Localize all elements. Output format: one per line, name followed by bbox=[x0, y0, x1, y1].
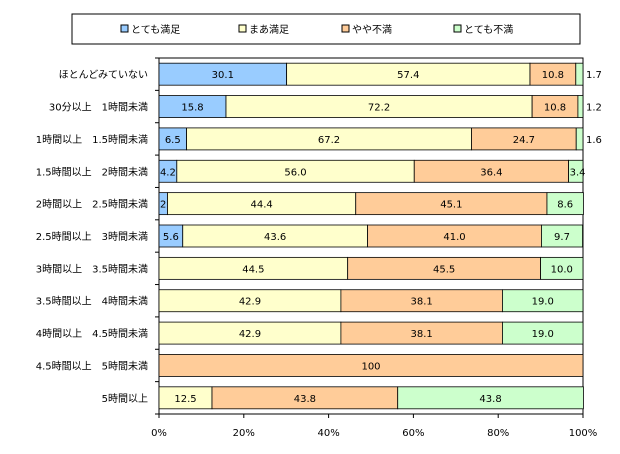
data-label: 36.4 bbox=[480, 167, 502, 178]
data-label: 1.7 bbox=[586, 70, 602, 81]
bar-segment bbox=[575, 127, 584, 151]
data-label: 9.7 bbox=[554, 232, 570, 243]
category-label: 2時間以上 2.5時間未満 bbox=[36, 199, 148, 211]
x-tick-label: 60% bbox=[402, 428, 424, 439]
bar-segment bbox=[575, 62, 584, 86]
data-label: 43.8 bbox=[294, 394, 316, 405]
bar-segment bbox=[568, 159, 584, 183]
category-label: 4.5時間以上 5時間未満 bbox=[36, 360, 148, 372]
legend-label: まあ満足 bbox=[249, 24, 289, 36]
x-tick-label: 80% bbox=[487, 428, 509, 439]
category-label: ほとんどみていない bbox=[59, 69, 148, 81]
data-label: 41.0 bbox=[443, 232, 465, 243]
data-label: 42.9 bbox=[239, 297, 261, 308]
data-label: 38.1 bbox=[411, 329, 433, 340]
data-label: 12.5 bbox=[174, 394, 196, 405]
bar-segment bbox=[502, 289, 584, 313]
bar-segment bbox=[397, 386, 584, 410]
data-label: 19.0 bbox=[532, 297, 554, 308]
data-label: 38.1 bbox=[411, 297, 433, 308]
x-tick-label: 40% bbox=[317, 428, 339, 439]
bar-segment bbox=[502, 321, 584, 345]
category-label: 4時間以上 4.5時間未満 bbox=[36, 328, 148, 340]
bar-segment bbox=[158, 354, 584, 377]
category-label: 1時間以上 1.5時間未満 bbox=[36, 134, 148, 146]
data-label: 3.4 bbox=[570, 167, 586, 178]
data-label: 45.1 bbox=[440, 200, 462, 211]
legend-label: やや不満 bbox=[352, 24, 392, 36]
data-label: 10.8 bbox=[542, 70, 564, 81]
legend-box bbox=[71, 13, 581, 45]
data-label: 4.2 bbox=[160, 167, 176, 178]
data-label: 45.5 bbox=[433, 264, 455, 275]
legend-swatch bbox=[120, 24, 129, 33]
bar-segment bbox=[546, 192, 584, 216]
legend-swatch bbox=[453, 24, 462, 33]
x-tick-label: 100% bbox=[569, 428, 598, 439]
category-label: 30分以上 1時間未満 bbox=[49, 102, 148, 114]
data-label: 19.0 bbox=[532, 329, 554, 340]
bar-segment bbox=[577, 95, 584, 118]
data-label: 5.6 bbox=[163, 232, 179, 243]
data-label: 43.6 bbox=[264, 232, 286, 243]
data-label: 57.4 bbox=[397, 70, 419, 81]
legend-label: とても満足 bbox=[131, 24, 180, 36]
legend-swatch bbox=[341, 24, 350, 33]
legend-label: とても不満 bbox=[464, 24, 513, 36]
category-label: 5時間以上 bbox=[102, 393, 148, 405]
data-label: 10.0 bbox=[551, 264, 573, 275]
data-label: 30.1 bbox=[212, 70, 234, 81]
data-label: 6.5 bbox=[165, 135, 181, 146]
data-label: 1.6 bbox=[586, 135, 602, 146]
category-label: 2.5時間以上 3時間未満 bbox=[36, 231, 148, 243]
data-label: 100 bbox=[361, 361, 380, 372]
data-label: 72.2 bbox=[368, 103, 390, 114]
bar-segment bbox=[541, 224, 583, 248]
data-label: 1.2 bbox=[586, 103, 602, 114]
category-label: 1.5時間以上 2時間未満 bbox=[36, 166, 148, 178]
data-label: 10.8 bbox=[544, 103, 566, 114]
category-label: 3時間以上 3.5時間未満 bbox=[36, 263, 148, 275]
legend-swatch bbox=[238, 24, 247, 33]
data-label: 42.9 bbox=[239, 329, 261, 340]
data-label: 44.4 bbox=[250, 200, 272, 211]
data-label: 44.5 bbox=[242, 264, 264, 275]
data-label: 56.0 bbox=[284, 167, 306, 178]
data-label: 8.6 bbox=[557, 200, 573, 211]
category-label: 3.5時間以上 4時間未満 bbox=[36, 296, 148, 308]
data-label: 43.8 bbox=[479, 394, 501, 405]
x-tick-label: 20% bbox=[233, 428, 255, 439]
data-label: 15.8 bbox=[181, 103, 203, 114]
x-tick-label: 0% bbox=[151, 428, 167, 439]
data-label: 24.7 bbox=[513, 135, 535, 146]
data-label: 67.2 bbox=[318, 135, 340, 146]
bar-segment bbox=[540, 256, 584, 280]
